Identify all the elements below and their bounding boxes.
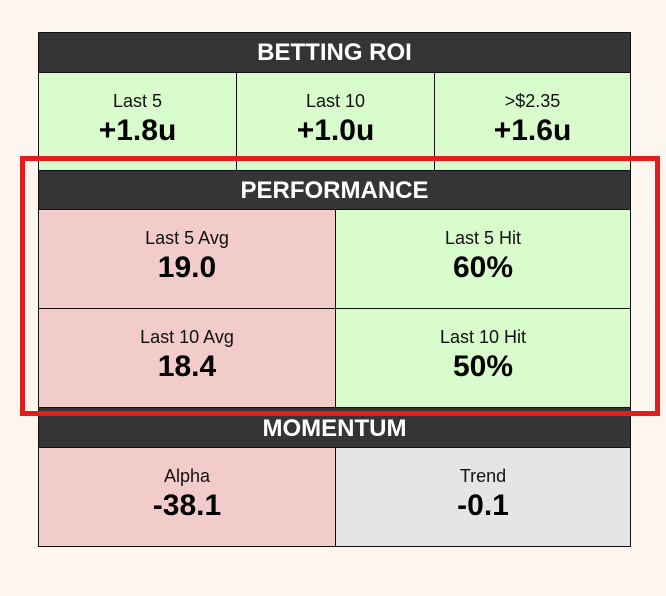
stat-label: Last 5 Hit bbox=[444, 228, 522, 248]
last10-hit-cell: Last 10 Hit 50% bbox=[335, 308, 631, 408]
stat-value: 60% bbox=[452, 251, 514, 284]
stat-value: 18.4 bbox=[157, 350, 217, 383]
roi-last5-cell: Last 5 +1.8u bbox=[38, 72, 237, 172]
stat-label: Trend bbox=[459, 466, 507, 486]
roi-value: +1.0u bbox=[296, 114, 375, 147]
stat-label: Last 5 Avg bbox=[145, 228, 229, 248]
stat-label: Last 10 Hit bbox=[439, 327, 527, 347]
stat-value: 50% bbox=[452, 350, 514, 383]
stat-value: -0.1 bbox=[457, 489, 509, 522]
performance-header: PERFORMANCE bbox=[38, 170, 631, 210]
highlight-box bbox=[20, 156, 660, 416]
trend-cell: Trend -0.1 bbox=[335, 447, 631, 547]
alpha-cell: Alpha -38.1 bbox=[38, 447, 336, 547]
roi-header: BETTING ROI bbox=[38, 32, 631, 73]
last5-hit-cell: Last 5 Hit 60% bbox=[335, 209, 631, 309]
roi-label: >$2.35 bbox=[504, 91, 561, 111]
stat-value: 19.0 bbox=[157, 251, 217, 284]
stat-label: Alpha bbox=[163, 466, 211, 486]
roi-value: +1.6u bbox=[493, 114, 572, 147]
stat-label: Last 10 Avg bbox=[140, 327, 234, 347]
stat-value: -38.1 bbox=[152, 489, 222, 522]
roi-value: +1.8u bbox=[98, 114, 177, 147]
roi-label: Last 5 bbox=[112, 91, 163, 111]
roi-label: Last 10 bbox=[305, 91, 366, 111]
